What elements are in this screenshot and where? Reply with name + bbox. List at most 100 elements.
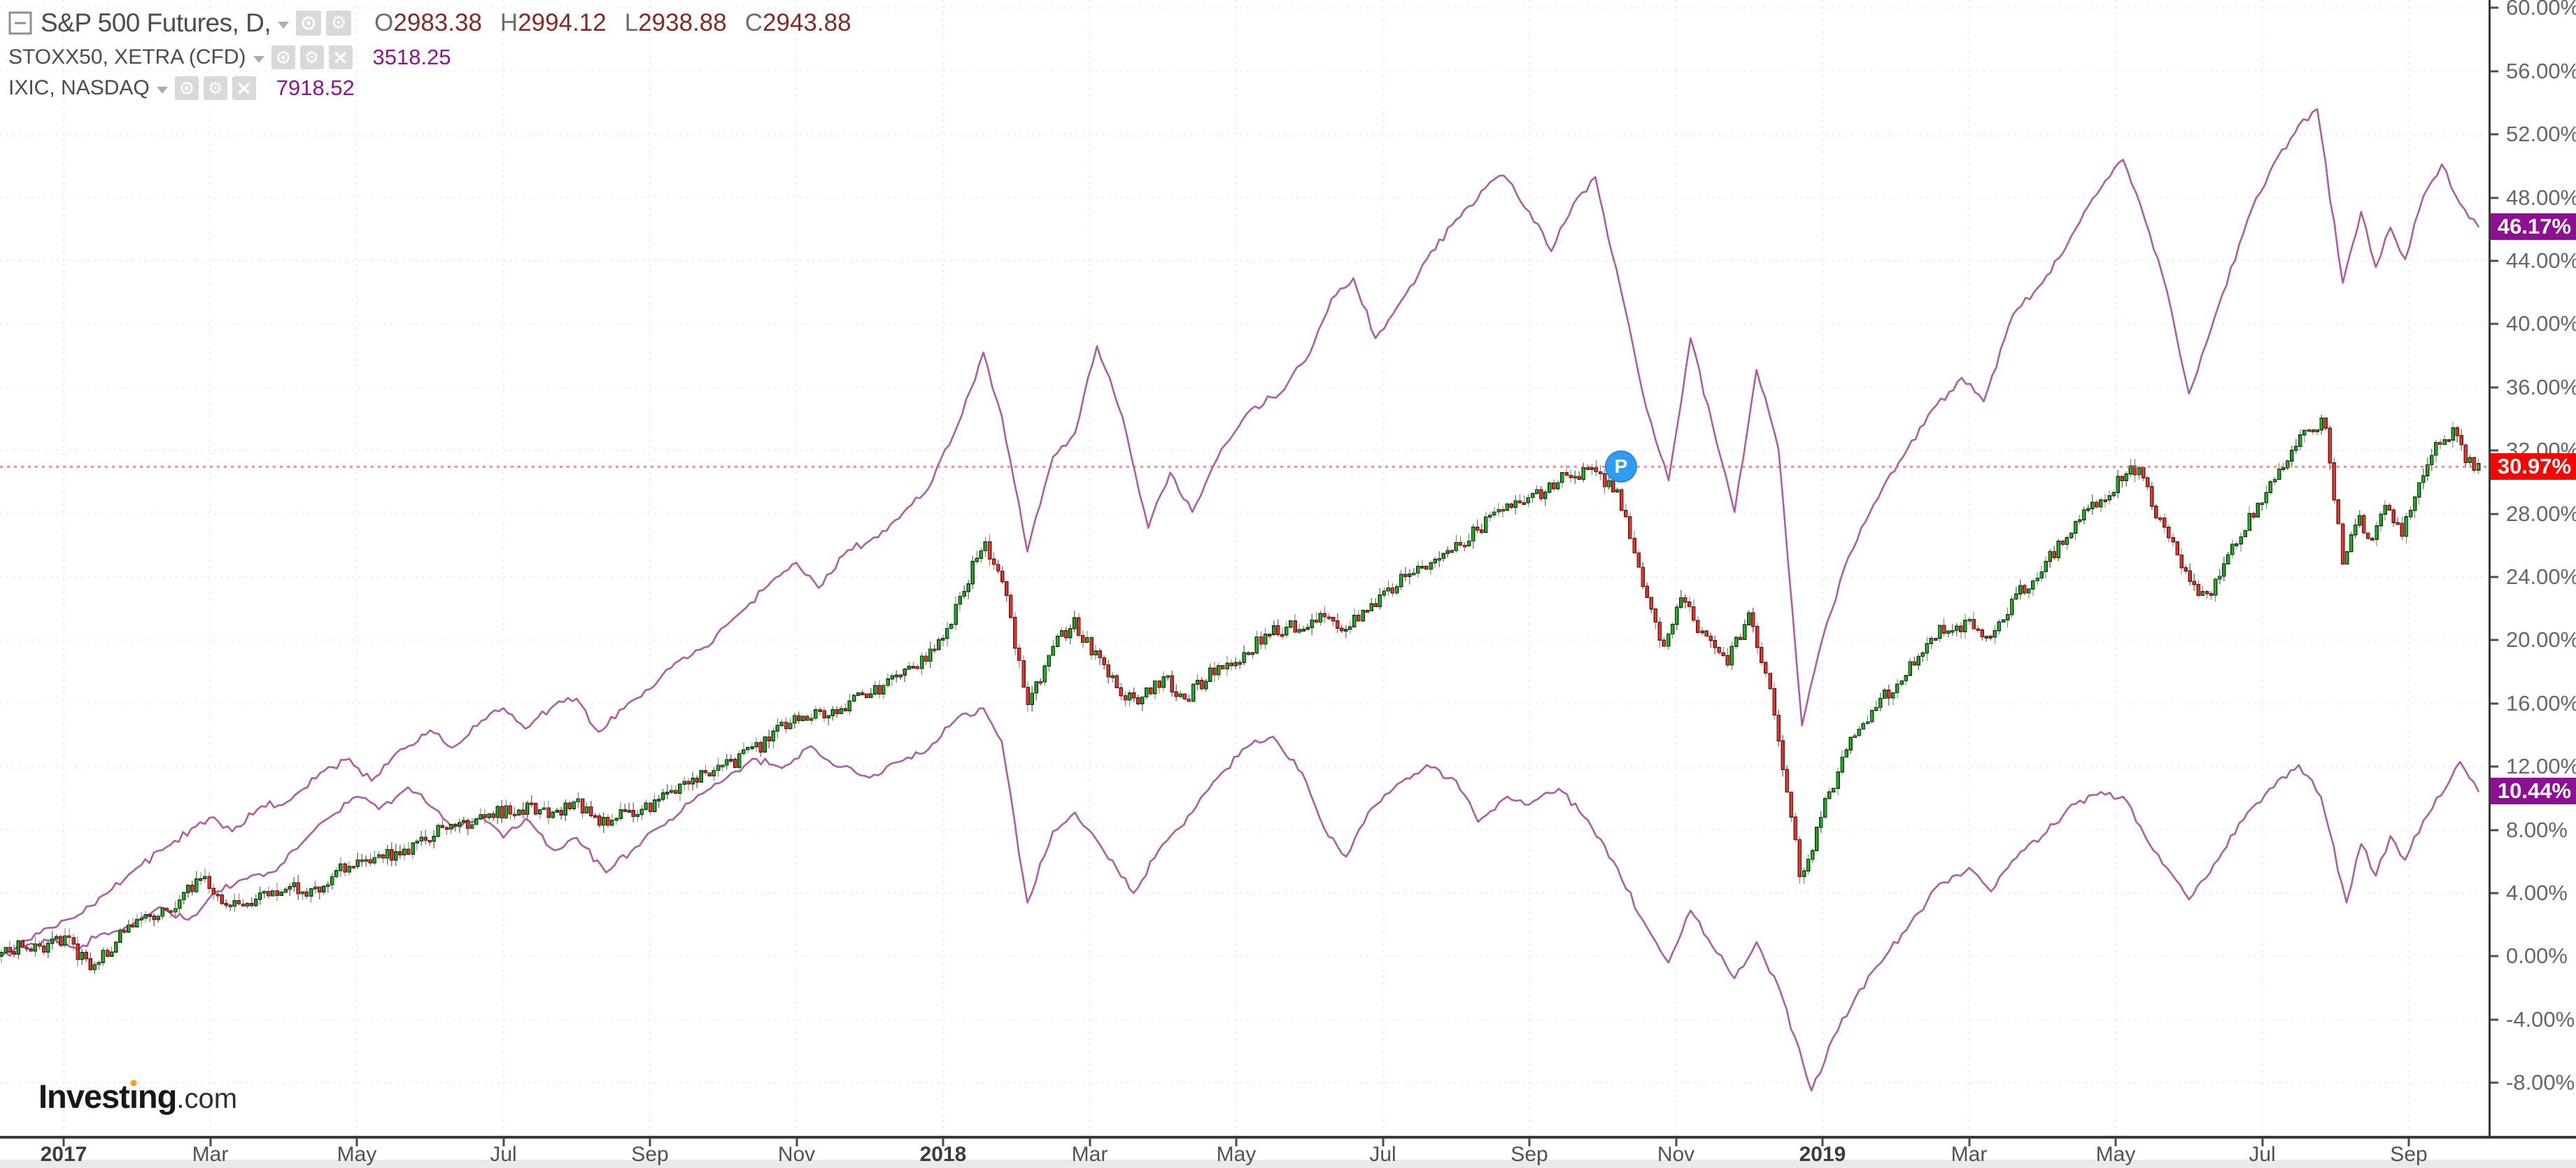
time-tick-label: Mar [1071, 1143, 1108, 1166]
overlay-title: IXIC, NASDAQ [8, 76, 150, 99]
chevron-down-icon[interactable] [253, 56, 264, 63]
sp500-candles-series [0, 415, 2481, 974]
time-tick-mark [2114, 1139, 2117, 1146]
time-tick-label: May [337, 1143, 377, 1166]
ohlc-high-value: 2994.12 [518, 9, 607, 36]
price-tick-mark [2491, 259, 2498, 262]
price-tick-mark [2491, 1081, 2498, 1084]
overlay-value: 7918.52 [276, 76, 355, 100]
ohlc-close-value: 2943.88 [763, 9, 851, 36]
time-tick-label: Mar [192, 1143, 229, 1166]
price-tick-label: 28.00% [2506, 501, 2576, 526]
time-tick-label: Sep [2390, 1143, 2428, 1166]
price-tick-label: 60.00% [2506, 0, 2576, 20]
time-tick-label: 2018 [919, 1143, 967, 1166]
price-tick-mark [2491, 1018, 2498, 1021]
price-tick-mark [2491, 765, 2498, 768]
price-tick-label: 56.00% [2506, 58, 2576, 83]
time-tick-mark [1675, 1139, 1677, 1146]
chevron-down-icon[interactable] [278, 22, 290, 29]
price-tick-mark [2491, 70, 2498, 73]
price-tick-mark [2491, 513, 2498, 515]
close-icon: × [332, 45, 349, 69]
price-tick-mark [2491, 702, 2498, 705]
time-tick-mark [1968, 1139, 1970, 1146]
time-tick-label: Mar [1951, 1143, 1988, 1166]
visibility-toggle-button[interactable] [271, 45, 295, 69]
price-tick-mark [2491, 6, 2498, 9]
price-tick-mark [2491, 449, 2498, 452]
price-tick-label: 52.00% [2506, 122, 2576, 147]
price-tick-mark [2491, 322, 2498, 325]
chart-bottom-strip [0, 1160, 2576, 1168]
time-tick-label: Sep [1510, 1143, 1548, 1166]
eye-icon [302, 16, 316, 30]
remove-overlay-button[interactable]: × [232, 76, 256, 100]
gear-icon: ⚙ [330, 13, 347, 34]
time-tick-label: 2017 [40, 1143, 87, 1166]
remove-overlay-button[interactable]: × [328, 45, 353, 69]
time-tick-label: Jul [2249, 1143, 2276, 1166]
time-tick-mark [502, 1139, 504, 1146]
time-tick-label: Nov [1657, 1143, 1695, 1166]
event-marker-p[interactable]: P [1604, 450, 1637, 483]
brand-watermark[interactable]: Investıng.com [38, 1077, 237, 1116]
ohlc-low-value: 2938.88 [638, 9, 727, 36]
ohlc-high-key: H [500, 9, 518, 36]
time-tick-mark [1235, 1139, 1238, 1146]
time-tick-mark [649, 1139, 651, 1146]
time-axis[interactable]: 2017 Mar May Jul Sep Nov 2018 Mar May Jul Sep Nov 20… [0, 1136, 2576, 1168]
price-tick-mark [2491, 576, 2498, 578]
overlay-title: STOXX50, XETRA (CFD) [8, 45, 246, 69]
price-tick-mark [2491, 197, 2498, 199]
instrument-legend-row: S&P 500 Futures, D, ⚙ O2983.38 H2994.12 L2… [8, 8, 870, 38]
eye-icon [181, 82, 193, 94]
time-tick-mark [942, 1139, 944, 1146]
ohlc-close-key: C [744, 9, 763, 36]
gear-icon: ⚙ [207, 78, 223, 98]
visibility-toggle-button[interactable] [296, 10, 322, 36]
price-tick-mark [2491, 133, 2498, 136]
time-tick-mark [62, 1139, 65, 1146]
legend: S&P 500 Futures, D, ⚙ O2983.38 H2994.12 L2… [8, 8, 870, 106]
price-tick-mark [2491, 386, 2498, 389]
time-tick-mark [1821, 1139, 1824, 1146]
time-tick-mark [1089, 1139, 1091, 1146]
collapse-legend-button[interactable] [8, 11, 32, 35]
ixic-line-series [0, 108, 2479, 957]
price-axis[interactable]: 60.00% 56.00% 52.00% 48.00% 44.00% 40.00% 36.0… [2489, 0, 2576, 1136]
price-tick-mark [2491, 892, 2498, 895]
brand-watermark-suffix: .com [176, 1083, 238, 1114]
time-tick-mark [2261, 1139, 2263, 1146]
ohlc-low-key: L [624, 9, 639, 36]
price-tick-label: 40.00% [2506, 311, 2576, 336]
price-tick-label: 8.00% [2506, 817, 2568, 842]
price-tick-label: 16.00% [2506, 690, 2576, 715]
price-tick-mark [2491, 829, 2498, 831]
settings-button[interactable]: ⚙ [326, 10, 352, 36]
settings-button[interactable]: ⚙ [203, 76, 227, 100]
chevron-down-icon[interactable] [156, 87, 168, 94]
price-tick-label: 48.00% [2506, 185, 2576, 210]
time-tick-label: 2019 [1799, 1143, 1846, 1166]
price-tick-label: 36.00% [2506, 374, 2576, 399]
ohlc-open-key: O [374, 9, 394, 36]
settings-button[interactable]: ⚙ [299, 45, 324, 69]
time-tick-label: Jul [490, 1143, 517, 1166]
ohlc-values: O2983.38 H2994.12 L2938.88 C2943.88 [374, 9, 869, 37]
collapse-icon [8, 11, 32, 35]
gear-icon: ⚙ [304, 48, 320, 67]
price-tick-label: 24.00% [2506, 564, 2576, 589]
price-tick-label: 12.00% [2506, 754, 2576, 779]
time-tick-label: Nov [777, 1143, 816, 1166]
time-tick-label: Jul [1369, 1143, 1396, 1166]
price-tick-label: 0.00% [2506, 943, 2568, 969]
time-tick-mark [795, 1139, 798, 1146]
time-tick-label: Sep [631, 1143, 669, 1166]
price-badge: 46.17% [2491, 213, 2576, 240]
visibility-toggle-button[interactable] [174, 76, 199, 100]
price-tick-label: -4.00% [2506, 1006, 2575, 1032]
grid [0, 0, 2489, 1136]
stoxx50-line-series [0, 707, 2479, 1092]
